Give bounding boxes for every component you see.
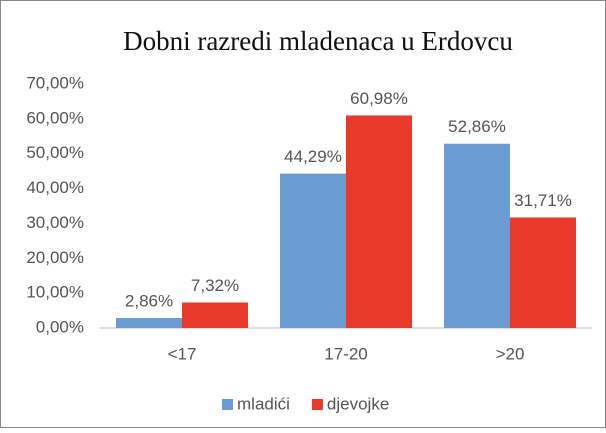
data-label: 2,86%: [125, 292, 173, 311]
y-tick-label: 30,00%: [26, 213, 84, 232]
x-tick-label: >20: [496, 344, 525, 363]
data-label: 60,98%: [350, 89, 408, 108]
bar: [444, 143, 510, 328]
x-tick-label: <17: [168, 344, 197, 363]
chart-title: Dobni razredi mladenaca u Erdovcu: [123, 26, 513, 56]
bar: [280, 173, 346, 328]
data-label: 7,32%: [191, 276, 239, 295]
x-tick-label: 17-20: [324, 344, 367, 363]
data-label: 44,29%: [284, 147, 342, 166]
y-tick-label: 70,00%: [26, 73, 84, 92]
y-tick-label: 0,00%: [36, 317, 84, 336]
y-tick-label: 10,00%: [26, 283, 84, 302]
bar: [510, 217, 576, 328]
y-tick-label: 20,00%: [26, 248, 84, 267]
legend-label: djevojke: [327, 394, 389, 413]
data-label: 52,86%: [448, 117, 506, 136]
y-tick-label: 60,00%: [26, 108, 84, 127]
legend-label: mladići: [237, 394, 290, 413]
legend-swatch: [222, 399, 233, 410]
y-tick-label: 40,00%: [26, 178, 84, 197]
bar: [182, 302, 248, 328]
legend-swatch: [311, 399, 323, 410]
data-label: 31,71%: [514, 191, 572, 210]
bar: [116, 318, 182, 328]
y-tick-label: 50,00%: [26, 143, 84, 162]
bar: [346, 115, 412, 329]
